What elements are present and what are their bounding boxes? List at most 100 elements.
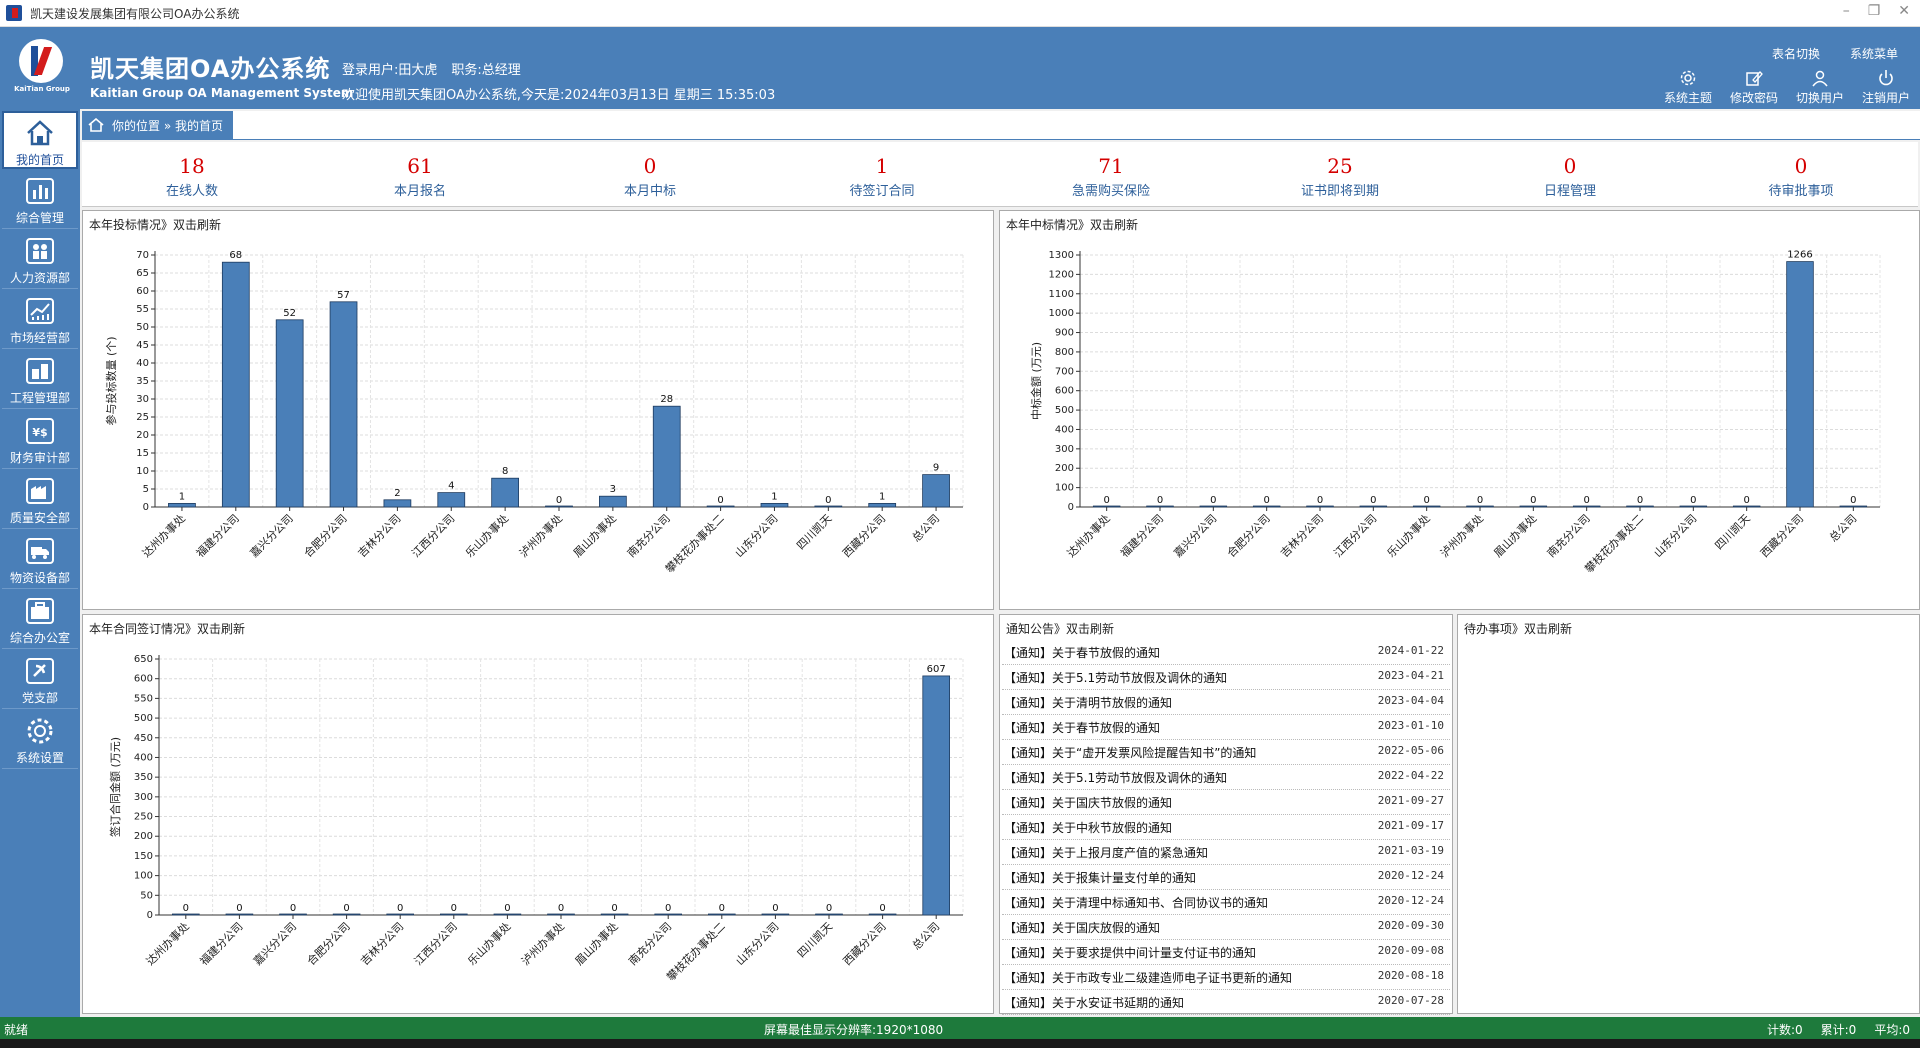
bar[interactable] — [652, 405, 681, 508]
sidebar-item-engineering[interactable]: 工程管理部 — [2, 351, 78, 409]
notice-item[interactable]: 【通知】关于市政专业二级建造师电子证书更新的通知 2020-08-18 — [1002, 964, 1450, 990]
notice-item[interactable]: 【通知】关于水安证书延期的通知 2020-07-28 — [1002, 989, 1450, 1015]
bar[interactable] — [1466, 505, 1494, 508]
bar[interactable] — [493, 913, 522, 916]
notice-panel[interactable]: 通知公告》双击刷新 【通知】关于春节放假的通知 2024-01-22 【通知】关于5… — [999, 614, 1453, 1015]
notice-item[interactable]: 【通知】关于春节放假的通知 2024-01-22 — [1002, 639, 1450, 665]
bar[interactable] — [706, 505, 735, 508]
notice-item[interactable]: 【通知】关于国庆节放假的通知 2021-09-27 — [1002, 789, 1450, 815]
logout-button[interactable]: 注销用户 — [1860, 69, 1912, 106]
stat-monthly-win[interactable]: 0 本月中标 — [560, 154, 740, 199]
notice-item[interactable]: 【通知】关于国庆放假的通知 2020-09-30 — [1002, 914, 1450, 940]
bar[interactable] — [815, 913, 843, 916]
stat-monthly-signup[interactable]: 61 本月报名 — [330, 154, 510, 199]
notice-title[interactable]: 【通知】关于报集计量支付单的通知 — [1004, 871, 1197, 885]
stat-online[interactable]: 18 在线人数 — [102, 154, 282, 199]
bar[interactable] — [547, 913, 575, 916]
sidebar-item-quality[interactable]: 质量安全部 — [2, 471, 78, 529]
bar[interactable] — [922, 474, 950, 508]
notice-item[interactable]: 【通知】关于中秋节放假的通知 2021-09-17 — [1002, 814, 1450, 840]
bar[interactable] — [1679, 505, 1708, 508]
sidebar-item-settings[interactable]: 系统设置 — [2, 711, 78, 769]
stat-pending-contract[interactable]: 1 待签订合同 — [792, 154, 972, 199]
bar[interactable] — [1199, 505, 1228, 508]
notice-title[interactable]: 【通知】关于中秋节放假的通知 — [1004, 821, 1173, 835]
notice-item[interactable]: 【通知】关于5.1劳动节放假及调休的通知 2022-04-22 — [1002, 764, 1450, 790]
notice-title[interactable]: 【通知】关于“虚开发票风险提醒告知书”的通知 — [1004, 746, 1257, 760]
todo-panel[interactable]: 待办事项》双击刷新 — [1457, 614, 1920, 1014]
bar[interactable] — [1572, 505, 1601, 508]
bar[interactable] — [760, 502, 789, 508]
bar[interactable] — [1306, 505, 1334, 508]
bar[interactable] — [172, 913, 200, 916]
contract-chart-panel[interactable]: 本年合同签订情况》双击刷新 0 50 100 150 200 250 300 350 400 45… — [82, 614, 994, 1014]
bar[interactable] — [1092, 505, 1121, 508]
bar[interactable] — [1359, 505, 1388, 508]
bar[interactable] — [439, 913, 468, 916]
stat-certificate-expiry[interactable]: 25 证书即将到期 — [1250, 154, 1430, 199]
notice-item[interactable]: 【通知】关于报集计量支付单的通知 2020-12-24 — [1002, 864, 1450, 890]
sidebar-item-hr[interactable]: 人力资源部 — [2, 231, 78, 289]
bar[interactable] — [491, 477, 519, 508]
notice-item[interactable]: 【通知】关于5.1劳动节放假及调休的通知 2023-04-21 — [1002, 664, 1450, 690]
notice-item[interactable]: 【通知】关于“虚开发票风险提醒告知书”的通知 2022-05-06 — [1002, 739, 1450, 765]
bar[interactable] — [329, 301, 358, 508]
bar[interactable] — [599, 495, 627, 508]
bar[interactable] — [1786, 261, 1814, 508]
bar[interactable] — [437, 492, 466, 508]
bar[interactable] — [332, 913, 361, 916]
bar[interactable] — [1252, 505, 1281, 508]
bar[interactable] — [279, 913, 307, 916]
bar[interactable] — [221, 261, 250, 508]
notice-item[interactable]: 【通知】关于春节放假的通知 2023-01-10 — [1002, 714, 1450, 740]
notice-title[interactable]: 【通知】关于要求提供中间计量支付证书的通知 — [1004, 946, 1257, 960]
notice-title[interactable]: 【通知】关于国庆节放假的通知 — [1004, 796, 1173, 810]
bar[interactable] — [1732, 505, 1761, 508]
bid-chart-panel[interactable]: 本年投标情况》双击刷新 0 5 10 15 20 25 30 35 40 45 50 55 60 65 70… — [82, 210, 994, 610]
bar[interactable] — [654, 913, 682, 916]
notice-title[interactable]: 【通知】关于国庆放假的通知 — [1004, 921, 1161, 935]
bar[interactable] — [225, 913, 254, 916]
bar[interactable] — [168, 502, 196, 508]
notice-item[interactable]: 【通知】关于要求提供中间计量支付证书的通知 2020-09-08 — [1002, 939, 1450, 965]
win-chart-panel[interactable]: 本年中标情况》双击刷新 0 100 200 300 400 500 600 700 800 900… — [999, 210, 1920, 610]
bar[interactable] — [708, 913, 736, 916]
minimize-icon[interactable]: – — [1842, 3, 1850, 19]
maximize-icon[interactable]: ❐ — [1867, 3, 1881, 19]
bar[interactable] — [922, 675, 950, 916]
bar[interactable] — [1839, 505, 1868, 508]
stat-insurance[interactable]: 71 急需购买保险 — [1021, 154, 1201, 199]
bar[interactable] — [275, 319, 304, 508]
bar[interactable] — [814, 505, 843, 508]
stat-schedule[interactable]: 0 日程管理 — [1480, 154, 1660, 199]
menu-table-switch[interactable]: 表名切换 — [1771, 47, 1820, 61]
close-icon[interactable]: ✕ — [1898, 3, 1910, 19]
sidebar-item-finance[interactable]: ¥$ 财务审计部 — [2, 411, 78, 469]
sidebar-item-market[interactable]: 市场经营部 — [2, 291, 78, 349]
bar[interactable] — [386, 913, 414, 916]
bar[interactable] — [600, 913, 629, 916]
sidebar-item-general[interactable]: 综合管理 — [2, 171, 78, 229]
bar[interactable] — [383, 499, 412, 508]
bar[interactable] — [545, 505, 573, 508]
notice-item[interactable]: 【通知】关于清理中标通知书、合同协议书的通知 2020-12-24 — [1002, 889, 1450, 915]
sidebar-item-materials[interactable]: 物资设备部 — [2, 531, 78, 589]
change-password-button[interactable]: 修改密码 — [1728, 69, 1780, 106]
bar[interactable] — [1412, 505, 1441, 508]
bar[interactable] — [868, 913, 897, 916]
switch-user-button[interactable]: 切换用户 — [1794, 69, 1846, 106]
breadcrumb-tab[interactable]: 你的位置 » 我的首页 — [82, 111, 233, 139]
notice-title[interactable]: 【通知】关于5.1劳动节放假及调休的通知 — [1004, 671, 1228, 685]
notice-title[interactable]: 【通知】关于5.1劳动节放假及调休的通知 — [1004, 771, 1228, 785]
bar[interactable] — [1626, 505, 1654, 508]
stat-pending-approval[interactable]: 0 待审批事项 — [1711, 154, 1891, 199]
notice-item[interactable]: 【通知】关于清明节放假的通知 2023-04-04 — [1002, 689, 1450, 715]
notice-title[interactable]: 【通知】关于上报月度产值的紧急通知 — [1004, 846, 1209, 860]
bar[interactable] — [868, 502, 897, 508]
sidebar-item-party[interactable]: 党支部 — [2, 651, 78, 709]
notice-title[interactable]: 【通知】关于市政专业二级建造师电子证书更新的通知 — [1004, 971, 1293, 985]
theme-button[interactable]: 系统主题 — [1662, 69, 1714, 106]
bar[interactable] — [761, 913, 790, 916]
bar[interactable] — [1519, 505, 1548, 508]
notice-title[interactable]: 【通知】关于清理中标通知书、合同协议书的通知 — [1004, 896, 1269, 910]
